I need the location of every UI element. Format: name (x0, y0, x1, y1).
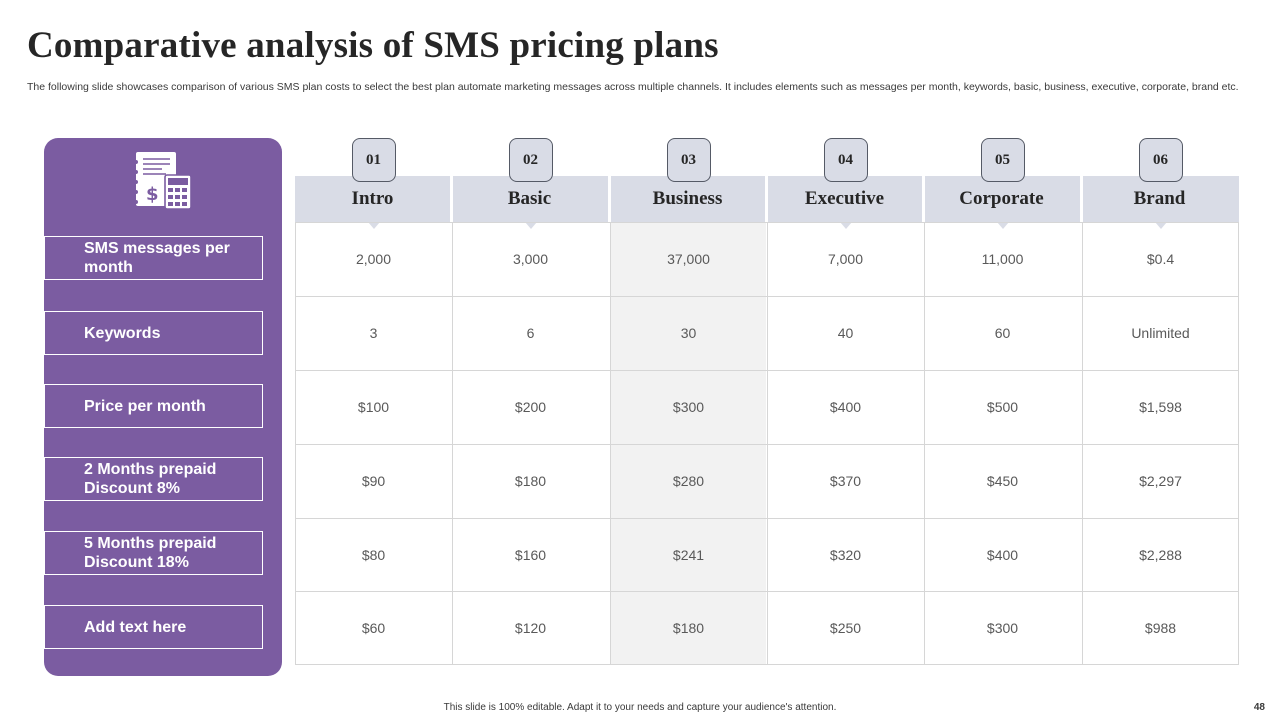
table-cell: 3,000 (512, 251, 549, 267)
table-cell: $1,598 (1139, 399, 1182, 415)
table-cell: $370 (829, 473, 862, 489)
header-pointer (1154, 222, 1167, 229)
column-header: Executive (804, 188, 885, 209)
table-cell: $320 (829, 547, 862, 563)
column-number-badge: 06 (1138, 138, 1183, 182)
column-divider (610, 222, 611, 665)
header-pointer (839, 222, 852, 229)
table-cell: 37,000 (667, 251, 710, 267)
column-header: Business (652, 188, 723, 209)
table-cell: 11,000 (981, 251, 1024, 267)
table-cell: $90 (361, 473, 386, 489)
table-cell: $60 (361, 620, 386, 636)
table-cell: $400 (829, 399, 862, 415)
column-header: Corporate (959, 188, 1044, 209)
header-pointer (524, 222, 537, 229)
column-number-badge: 03 (666, 138, 711, 182)
table-cell: 40 (837, 325, 854, 341)
table-cell: $500 (986, 399, 1019, 415)
row-label: Price per month (44, 384, 263, 428)
row-label: Add text here (44, 605, 263, 649)
table-cell: $2,288 (1139, 547, 1182, 563)
column-number-badge: 02 (508, 138, 553, 182)
column-number-badge: 01 (351, 138, 396, 182)
table-cell: $300 (986, 620, 1019, 636)
column-divider (924, 222, 925, 665)
column-header: Brand (1133, 188, 1186, 209)
table-cell: $241 (672, 547, 705, 563)
column-header: Basic (507, 188, 552, 209)
table-cell: 30 (680, 325, 697, 341)
table-cell: $180 (514, 473, 547, 489)
column-number-badge: 04 (823, 138, 868, 182)
row-labels-panel (44, 138, 282, 676)
column-number-badge: 05 (980, 138, 1025, 182)
column-divider (452, 222, 453, 665)
row-label: 2 Months prepaid Discount 8% (44, 457, 263, 501)
table-cell: $2,297 (1139, 473, 1182, 489)
row-label: 5 Months prepaid Discount 18% (44, 531, 263, 575)
table-cell: $280 (672, 473, 705, 489)
header-separator (922, 176, 925, 222)
table-cell: 2,000 (355, 251, 392, 267)
table-cell: $0.4 (1146, 251, 1175, 267)
header-separator (1080, 176, 1083, 222)
table-cell: $180 (672, 620, 705, 636)
table-cell: $988 (1144, 620, 1177, 636)
header-pointer (996, 222, 1009, 229)
table-cell: $450 (986, 473, 1019, 489)
table-cell: 3 (369, 325, 378, 341)
table-cell: Unlimited (1131, 325, 1190, 341)
table-cell: 60 (994, 325, 1011, 341)
table-cell: $250 (829, 620, 862, 636)
row-label: Keywords (44, 311, 263, 355)
table-cell: $120 (514, 620, 547, 636)
column-divider (767, 222, 768, 665)
header-separator (450, 176, 453, 222)
table-cell: $300 (672, 399, 705, 415)
column-divider (1082, 222, 1083, 665)
slide-footer: This slide is 100% editable. Adapt it to… (443, 702, 837, 713)
document-calculator-icon: $ (134, 152, 192, 210)
header-pointer (367, 222, 380, 229)
header-separator (765, 176, 768, 222)
table-cell: 6 (526, 325, 535, 341)
table-cell: 7,000 (827, 251, 864, 267)
column-header: Intro (351, 188, 394, 209)
table-cell: $160 (514, 547, 547, 563)
header-separator (608, 176, 611, 222)
page-number: 48 (1253, 702, 1265, 713)
table-cell: $400 (986, 547, 1019, 563)
svg-text:$: $ (146, 184, 159, 205)
table-cell: $100 (357, 399, 390, 415)
slide-subtitle: The following slide showcases comparison… (27, 81, 1239, 93)
table-cell: $80 (361, 547, 386, 563)
table-cell: $200 (514, 399, 547, 415)
slide-title: Comparative analysis of SMS pricing plan… (27, 25, 719, 66)
row-label: SMS messages per month (44, 236, 263, 280)
